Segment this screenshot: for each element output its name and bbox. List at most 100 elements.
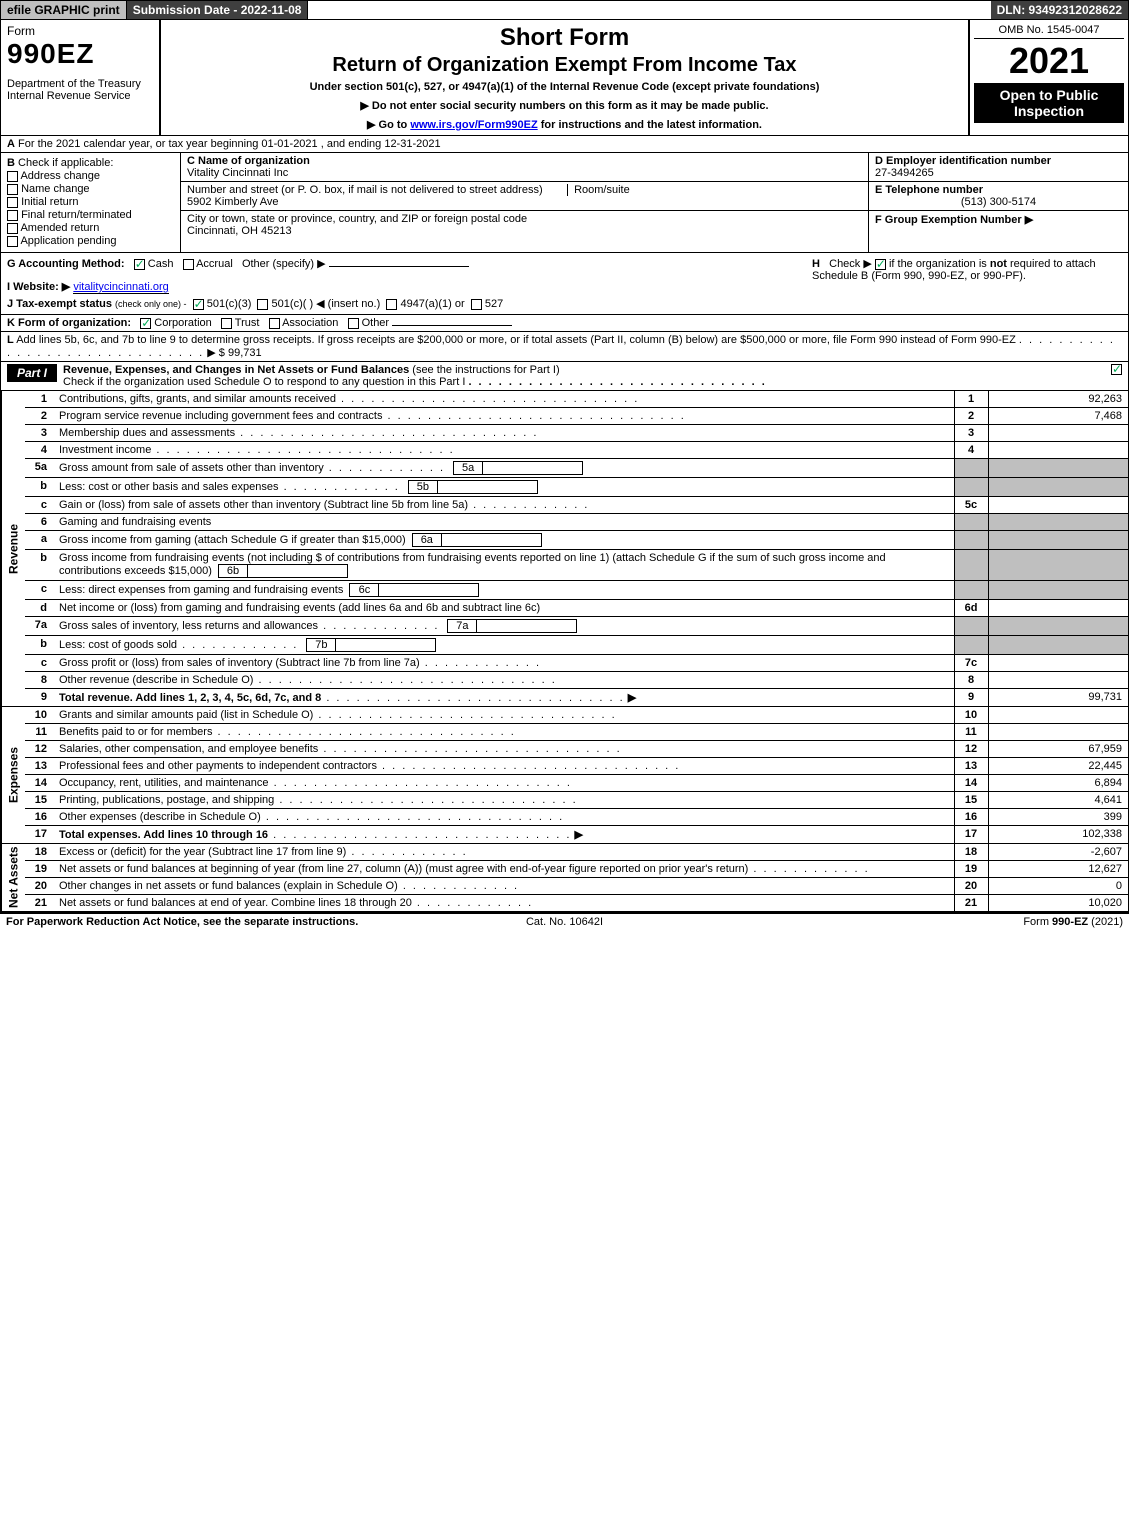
d-value: 27-3494265	[875, 167, 934, 179]
label-a: A	[7, 138, 15, 150]
line-18: 18Excess or (deficit) for the year (Subt…	[25, 844, 1128, 861]
netassets-table: 18Excess or (deficit) for the year (Subt…	[25, 844, 1128, 911]
cb-assoc[interactable]	[269, 318, 280, 329]
i-label: I Website: ▶	[7, 281, 70, 293]
form-number: 990EZ	[7, 38, 153, 70]
cb-corp[interactable]	[140, 318, 151, 329]
c-street-label: Number and street (or P. O. box, if mail…	[187, 184, 543, 196]
cb-application-pending[interactable]: Application pending	[7, 235, 174, 247]
line-5c: cGain or (loss) from sale of assets othe…	[25, 497, 1128, 514]
box-b-c-d: B Check if applicable: Address change Na…	[0, 153, 1129, 253]
line-1: 1Contributions, gifts, grants, and simil…	[25, 391, 1128, 408]
top-bar: efile GRAPHIC print Submission Date - 20…	[0, 0, 1129, 20]
row-k: K Form of organization: Corporation Trus…	[0, 315, 1129, 332]
l-value: $ 99,731	[219, 347, 262, 359]
line-19: 19Net assets or fund balances at beginni…	[25, 861, 1128, 878]
cb-accrual[interactable]	[183, 259, 194, 270]
c-name-block: C Name of organization Vitality Cincinna…	[181, 153, 868, 182]
line-7c: cGross profit or (loss) from sales of in…	[25, 655, 1128, 672]
short-form-title: Short Form	[165, 24, 964, 52]
netassets-sidebar: Net Assets	[1, 844, 25, 911]
line-2: 2Program service revenue including gover…	[25, 408, 1128, 425]
j-label: J Tax-exempt status	[7, 298, 112, 310]
header-left: Form 990EZ Department of the Treasury In…	[1, 20, 161, 135]
cb-trust[interactable]	[221, 318, 232, 329]
submission-date: Submission Date - 2022-11-08	[127, 1, 309, 19]
main-title: Return of Organization Exempt From Incom…	[165, 54, 964, 77]
cb-part1-schedo[interactable]	[1111, 364, 1122, 375]
efile-print-button[interactable]: efile GRAPHIC print	[1, 1, 127, 19]
line-20: 20Other changes in net assets or fund ba…	[25, 878, 1128, 895]
tax-year: 2021	[974, 43, 1124, 79]
room-label: Room/suite	[567, 184, 630, 196]
dept-treasury: Department of the Treasury Internal Reve…	[7, 78, 153, 102]
goto-post: for instructions and the latest informat…	[538, 119, 762, 131]
ssn-warning: ▶ Do not enter social security numbers o…	[165, 99, 964, 112]
form-word: Form	[7, 24, 153, 38]
h-post: if the organization is	[889, 258, 990, 270]
cb-other-org[interactable]	[348, 318, 359, 329]
footer-left: For Paperwork Reduction Act Notice, see …	[6, 916, 378, 928]
revenue-sidebar: Revenue	[1, 391, 25, 706]
cb-name-change[interactable]: Name change	[7, 183, 174, 195]
line-6d: dNet income or (loss) from gaming and fu…	[25, 600, 1128, 617]
line-4: 4Investment income4	[25, 442, 1128, 459]
cb-amended-return[interactable]: Amended return	[7, 222, 174, 234]
spacer	[308, 1, 990, 19]
label-b: B	[7, 157, 15, 169]
page-footer: For Paperwork Reduction Act Notice, see …	[0, 912, 1129, 930]
other-org-line	[392, 325, 512, 326]
cb-527[interactable]	[471, 299, 482, 310]
line-8: 8Other revenue (describe in Schedule O)8	[25, 672, 1128, 689]
cb-4947[interactable]	[386, 299, 397, 310]
website-link[interactable]: vitalitycincinnati.org	[73, 281, 168, 294]
part1-tab: Part I	[7, 364, 57, 382]
cb-cash[interactable]	[134, 259, 145, 270]
col-c: C Name of organization Vitality Cincinna…	[181, 153, 868, 252]
col-b: B Check if applicable: Address change Na…	[1, 153, 181, 252]
l-label: L	[7, 334, 14, 346]
footer-right: Form 990-EZ (2021)	[751, 916, 1123, 928]
line-6c: cLess: direct expenses from gaming and f…	[25, 581, 1128, 600]
cb-501c[interactable]	[257, 299, 268, 310]
goto-link[interactable]: www.irs.gov/Form990EZ	[410, 119, 537, 131]
j-note: (check only one) -	[115, 299, 187, 309]
cb-h[interactable]	[875, 259, 886, 270]
l-text: Add lines 5b, 6c, and 7b to line 9 to de…	[16, 334, 1016, 346]
c-name: Vitality Cincinnati Inc	[187, 167, 288, 179]
b-heading: Check if applicable:	[18, 157, 113, 169]
expenses-section: Expenses 10Grants and similar amounts pa…	[0, 707, 1129, 844]
footer-center: Cat. No. 10642I	[378, 916, 750, 928]
c-city: Cincinnati, OH 45213	[187, 225, 292, 237]
cb-initial-return[interactable]: Initial return	[7, 196, 174, 208]
header-center: Short Form Return of Organization Exempt…	[161, 20, 968, 135]
netassets-section: Net Assets 18Excess or (deficit) for the…	[0, 844, 1129, 912]
h-block: H Check ▶ if the organization is not req…	[812, 257, 1122, 310]
c-name-label: C Name of organization	[187, 155, 310, 167]
h-not: not	[990, 258, 1007, 270]
line-6b: bGross income from fundraising events (n…	[25, 550, 1128, 581]
cb-address-change[interactable]: Address change	[7, 170, 174, 182]
line-13: 13Professional fees and other payments t…	[25, 758, 1128, 775]
line-5b: bLess: cost or other basis and sales exp…	[25, 478, 1128, 497]
form-header: Form 990EZ Department of the Treasury In…	[0, 20, 1129, 136]
cb-final-return[interactable]: Final return/terminated	[7, 209, 174, 221]
f-label: F Group Exemption Number ▶	[875, 214, 1033, 226]
line-21: 21Net assets or fund balances at end of …	[25, 895, 1128, 912]
e-block: E Telephone number (513) 300-5174	[869, 182, 1128, 211]
l-arrow: ▶	[207, 347, 215, 359]
row-l: L Add lines 5b, 6c, and 7b to line 9 to …	[0, 332, 1129, 362]
goto-pre: ▶ Go to	[367, 119, 410, 131]
revenue-table: 1Contributions, gifts, grants, and simil…	[25, 391, 1128, 706]
line-15: 15Printing, publications, postage, and s…	[25, 792, 1128, 809]
expenses-table: 10Grants and similar amounts paid (list …	[25, 707, 1128, 843]
h-pre: Check ▶	[829, 258, 875, 270]
line-12: 12Salaries, other compensation, and empl…	[25, 741, 1128, 758]
line-16: 16Other expenses (describe in Schedule O…	[25, 809, 1128, 826]
line-6: 6Gaming and fundraising events	[25, 514, 1128, 531]
dln: DLN: 93492312028622	[991, 1, 1128, 19]
other-method-line	[329, 266, 469, 267]
cb-501c3[interactable]	[193, 299, 204, 310]
line-10: 10Grants and similar amounts paid (list …	[25, 707, 1128, 724]
c-street: 5902 Kimberly Ave	[187, 196, 279, 208]
